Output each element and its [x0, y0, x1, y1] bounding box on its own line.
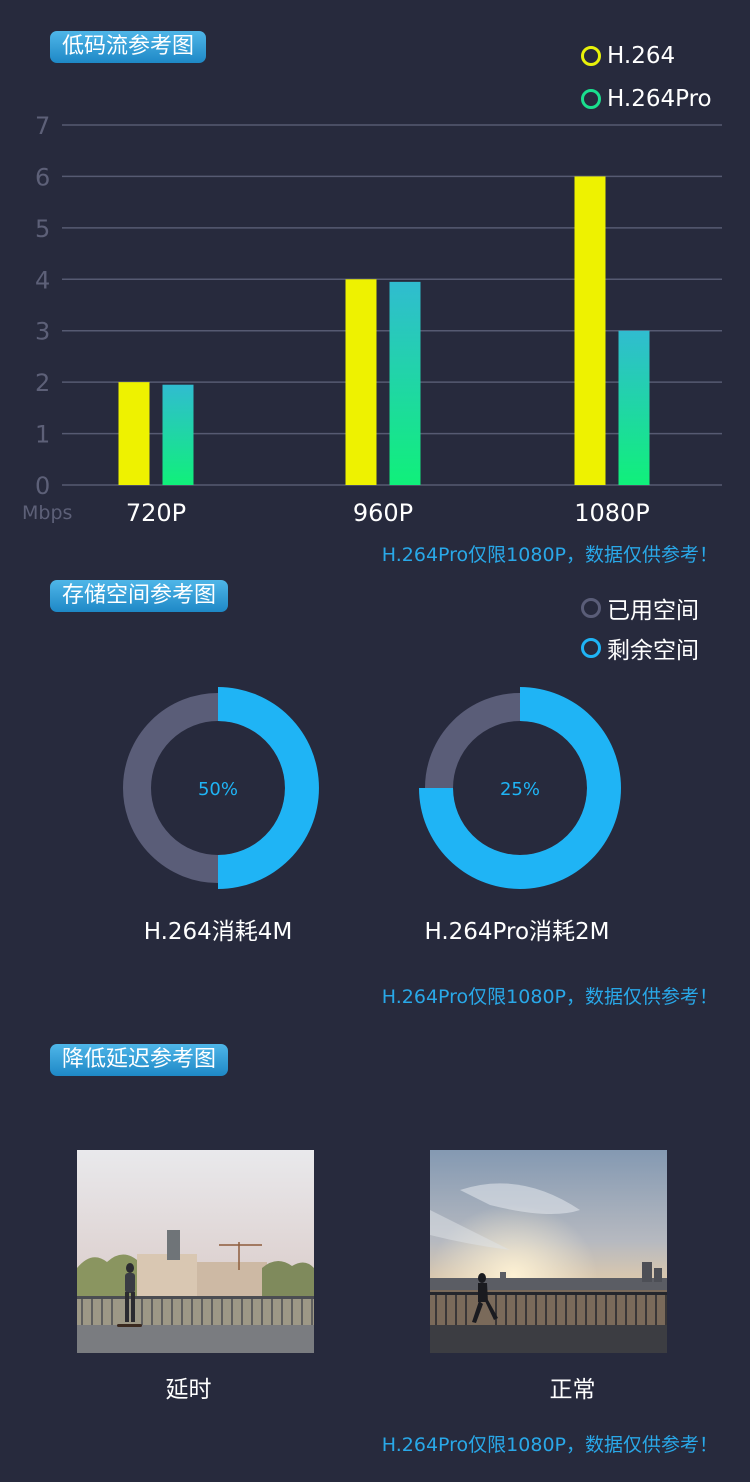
bitrate-section-title: 低码流参考图 [50, 31, 207, 63]
storage-note: H.264Pro仅限1080P，数据仅供参考！ [381, 986, 718, 1008]
legend-ring-h264-icon [581, 46, 601, 66]
bar-h264pro-720P [162, 384, 194, 485]
y-tick-label: 7 [35, 112, 50, 140]
legend-item-remaining: 剩余空间 [581, 633, 699, 664]
normal-photo [430, 1150, 667, 1353]
legend-label-used: 已用空间 [607, 598, 699, 624]
legend-ring-used-icon [581, 598, 601, 618]
delayed-caption: 延时 [165, 1377, 212, 1403]
donut-caption-h264pro: H.264Pro消耗2M [424, 919, 610, 945]
y-axis-unit: Mbps [22, 502, 72, 524]
x-tick-label: 960P [353, 499, 413, 527]
latency-note: H.264Pro仅限1080P，数据仅供参考！ [381, 1434, 718, 1456]
storage-donut-charts: 50% 25% [123, 687, 621, 889]
x-tick-label: 1080P [574, 499, 650, 527]
y-tick-label: 3 [35, 318, 50, 346]
storage-section-title: 存储空间参考图 [50, 580, 229, 612]
y-tick-label: 2 [35, 369, 50, 397]
donut-remaining-arc [218, 687, 319, 889]
bar-h264pro-960P [389, 281, 421, 485]
bar-h264-720P [118, 382, 150, 485]
y-tick-label: 0 [35, 472, 50, 500]
legend-label-remaining: 剩余空间 [607, 638, 699, 664]
legend-ring-remaining-icon [581, 638, 601, 658]
legend-label-h264: H.264 [607, 43, 676, 69]
legend-item-h264: H.264 [581, 41, 675, 71]
y-tick-label: 1 [35, 421, 50, 449]
legend-label-h264pro: H.264Pro [607, 86, 712, 112]
legend-ring-h264pro-icon [581, 89, 601, 109]
y-tick-label: 5 [35, 215, 50, 243]
donut-center-label: 25% [500, 779, 540, 800]
donut-remaining-arc [419, 687, 621, 889]
bitrate-note: H.264Pro仅限1080P，数据仅供参考！ [381, 544, 718, 566]
y-tick-label: 4 [35, 266, 50, 294]
donut-caption-h264: H.264消耗4M [143, 919, 293, 945]
bitrate-bar-chart: 0 1 2 3 4 5 6 7 720P 960P 1080P Mbps [22, 112, 722, 527]
x-tick-label: 720P [126, 499, 186, 527]
delayed-photo [77, 1150, 314, 1353]
latency-section-title: 降低延迟参考图 [50, 1044, 229, 1076]
normal-caption: 正常 [549, 1377, 596, 1403]
legend-item-used: 已用空间 [581, 593, 699, 624]
bar-h264pro-1080P [618, 330, 650, 485]
legend-item-h264pro: H.264Pro [581, 84, 712, 114]
bar-h264-1080P [574, 176, 606, 485]
bar-h264-960P [345, 279, 377, 485]
y-tick-label: 6 [35, 163, 50, 191]
donut-center-label: 50% [198, 779, 238, 800]
